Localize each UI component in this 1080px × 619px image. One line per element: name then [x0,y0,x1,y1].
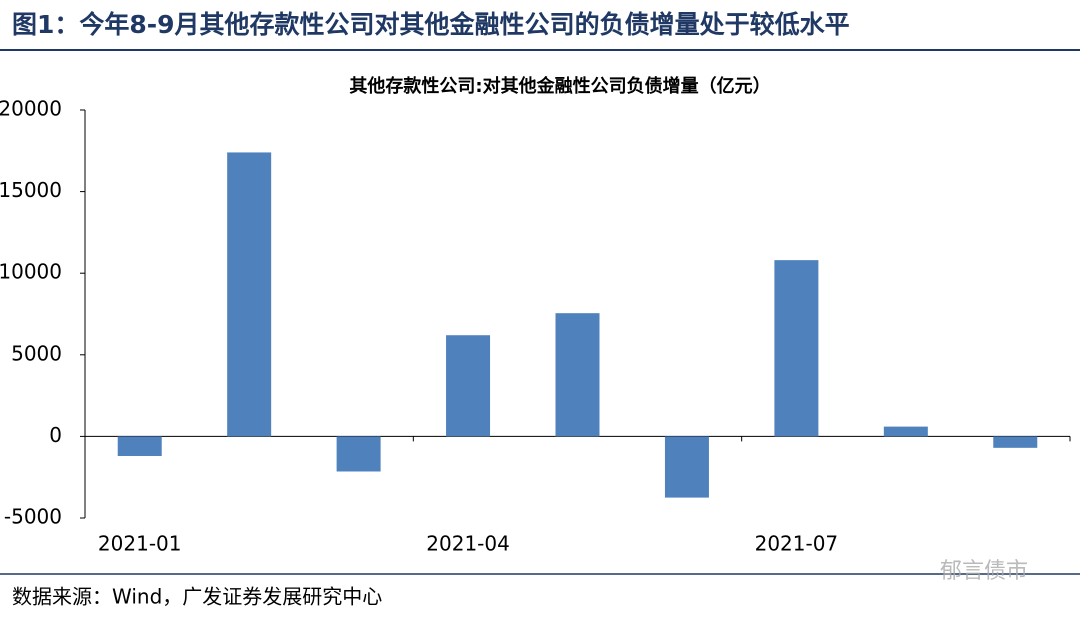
bar [555,313,600,437]
x-tick-label: 2021-01 [98,532,182,556]
chart-title: 其他存款性公司:对其他金融性公司负债增量（亿元） [349,75,770,97]
x-tick-label: 2021-07 [755,532,839,556]
bar [993,436,1038,448]
bar [336,436,381,472]
source-note: 数据来源：Wind，广发证券发展研究中心 [12,585,382,609]
watermark: 郁言债市 [940,559,1028,584]
y-tick-label: -5000 [4,505,62,529]
bar [446,335,491,437]
y-tick-label: 10000 [0,260,62,284]
y-tick-label: 20000 [0,97,62,121]
x-tick-label: 2021-04 [426,532,510,556]
bar [883,426,928,437]
bar [227,152,272,437]
y-tick-label: 15000 [0,178,62,202]
header-title: 图1：今年8-9月其他存款性公司对其他金融性公司的负债增量处于较低水平 [12,10,850,39]
y-tick-label: 0 [49,423,62,447]
y-tick-label: 5000 [11,341,62,365]
bar [117,436,162,456]
bar [774,260,819,437]
bar [664,436,709,498]
